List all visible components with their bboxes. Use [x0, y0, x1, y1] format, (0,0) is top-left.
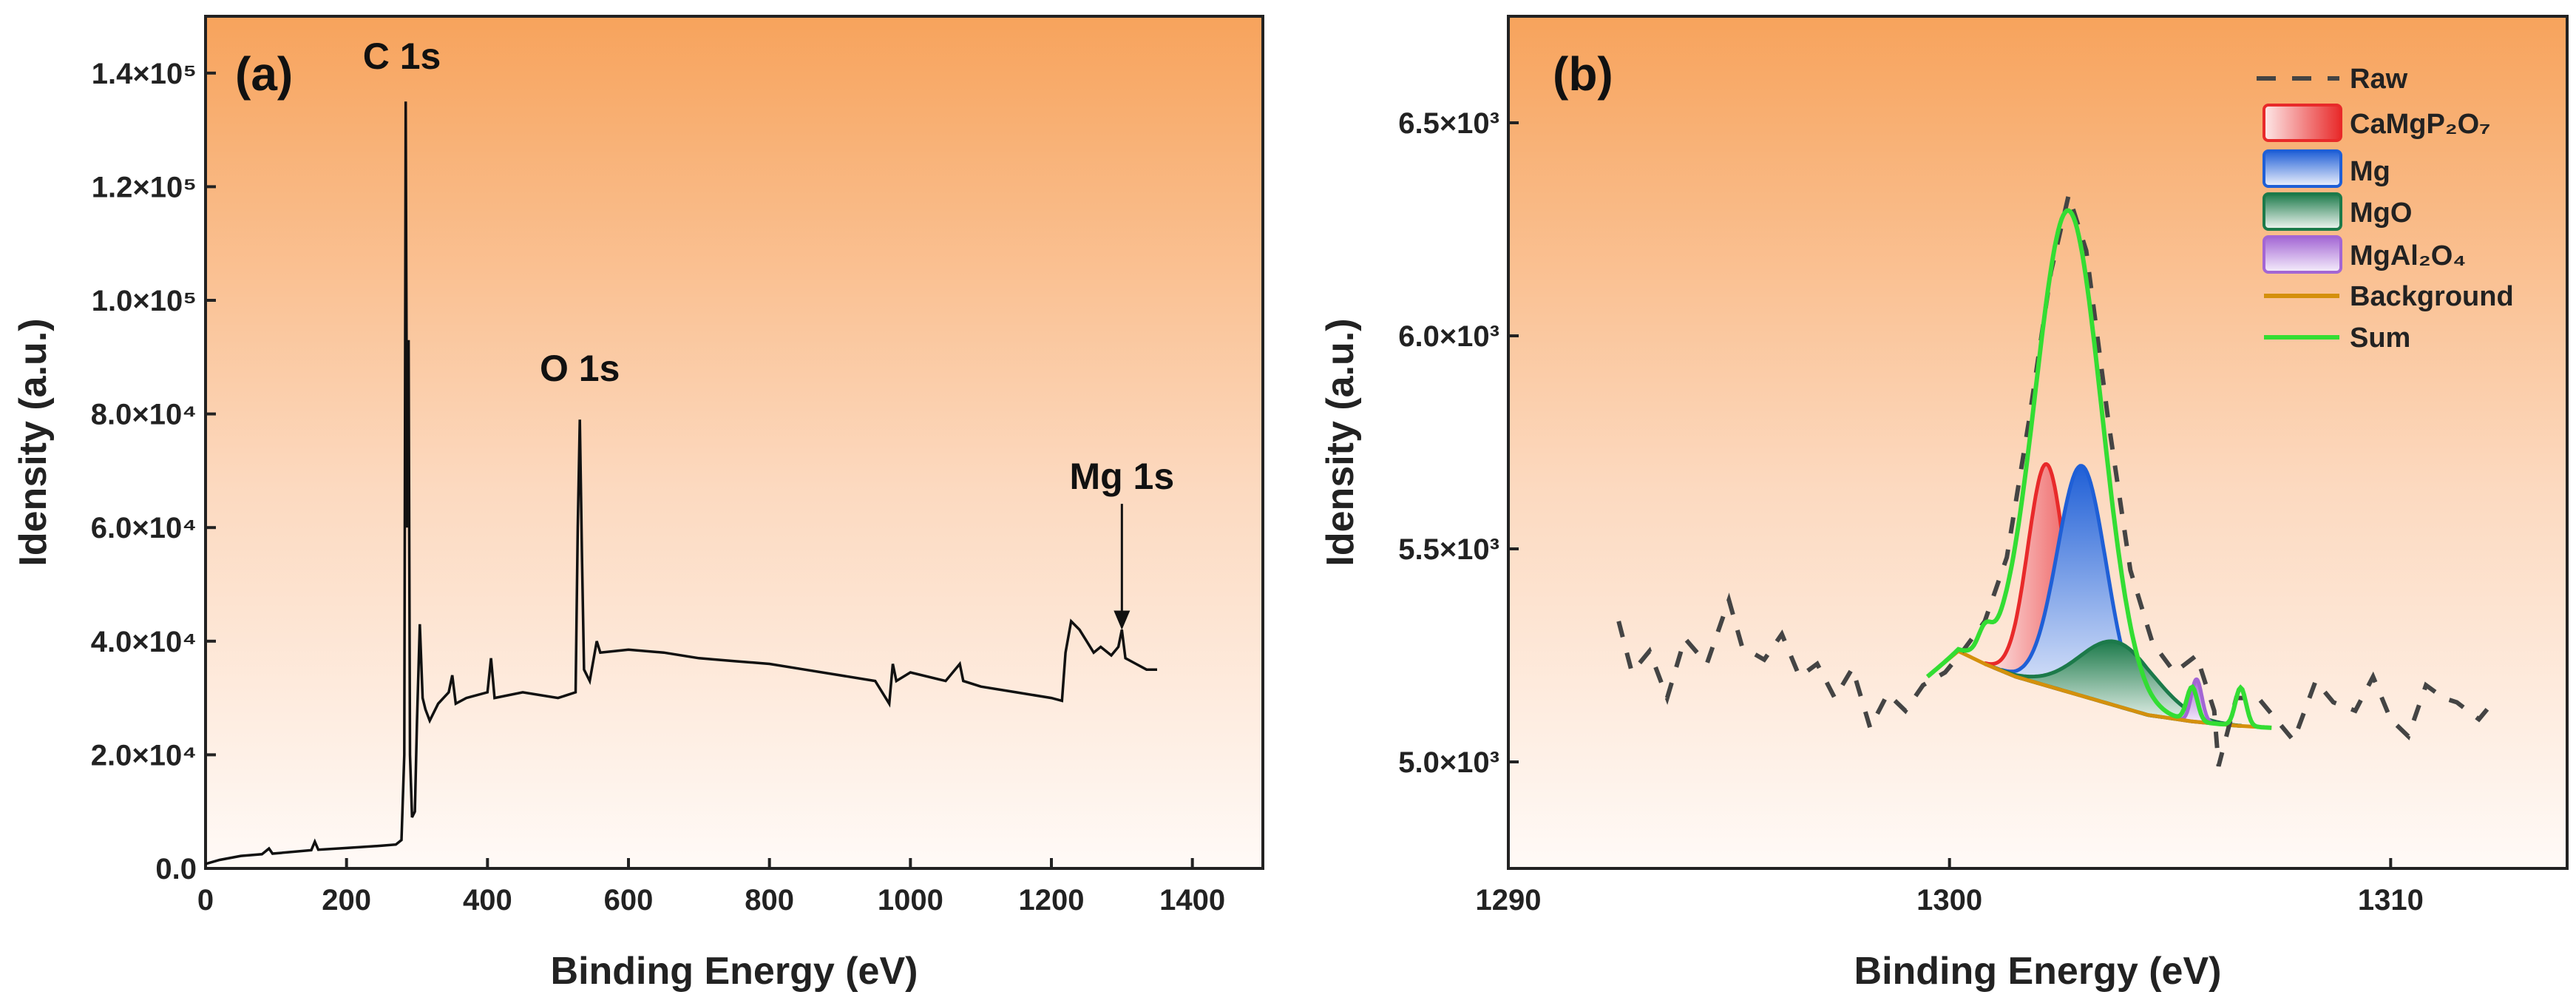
panel-b-y-tick-label: 5.5×10³: [1398, 533, 1499, 566]
legend-item-sum: Sum: [2264, 323, 2410, 354]
panel-b-x-tick-label: 1310: [2358, 884, 2424, 916]
legend-label-camgp2o7: CaMgP₂O₇: [2350, 109, 2490, 140]
panel-a-y-ticks: 0.0 2.0×10⁴ 4.0×10⁴ 6.0×10⁴ 8.0×10⁴ 1.0×10⁵ 1.…: [91, 58, 216, 885]
legend-item-mg: Mg: [2263, 149, 2390, 188]
panel-a-label: (a): [235, 47, 293, 101]
legend-item-mgal2o4: MgAl₂O₄: [2263, 235, 2466, 274]
annotation-c-1s: C 1s: [363, 36, 441, 77]
panel-a-x-tick-label: 1400: [1159, 884, 1225, 916]
panel-a-y-tick-label: 8.0×10⁴: [91, 399, 197, 431]
panel-a-y-tick-label: 6.0×10⁴: [91, 512, 197, 544]
legend-label-background: Background: [2350, 281, 2514, 312]
panel-a-survey-line: [205, 101, 1157, 865]
legend-swatch-mg: [2263, 149, 2342, 188]
panel-a-x-axis-label: Binding Energy (eV): [551, 950, 918, 993]
panel-a-x-tick-label: 200: [322, 884, 371, 916]
annotation-o-1s: O 1s: [540, 348, 620, 389]
panel-a-x-tick-label: 0: [197, 884, 214, 916]
panel-a-x-tick-label: 1200: [1019, 884, 1085, 916]
panel-a-y-tick-label: 4.0×10⁴: [91, 626, 197, 658]
panel-b-y-ticks: 5.0×10³ 5.5×10³ 6.0×10³ 6.5×10³: [1398, 107, 1519, 779]
panel-a-y-tick-label: 1.4×10⁵: [92, 58, 197, 90]
legend-swatch-mgal2o4: [2263, 235, 2342, 274]
panel-a-y-tick-label: 1.2×10⁵: [92, 171, 197, 203]
legend-swatch-mgo: [2263, 192, 2342, 231]
panel-a-y-tick-label: 2.0×10⁴: [91, 739, 197, 772]
sum-line: [1925, 208, 2272, 730]
panel-a-y-tick-label: 1.0×10⁵: [92, 285, 197, 317]
panel-a-y-tick-label: 0.0: [155, 853, 197, 885]
panel-b-x-tick-label: 1300: [1916, 884, 1982, 916]
legend-label-sum: Sum: [2350, 323, 2410, 354]
panel-b: 5.0×10³ 5.5×10³ 6.0×10³ 6.5×10³ 1290 1300 131…: [1319, 15, 2569, 993]
legend-label-raw: Raw: [2350, 64, 2408, 95]
panel-a-x-tick-label: 1000: [878, 884, 943, 916]
legend-swatch-camgp2o7: [2263, 104, 2342, 142]
legend-item-background: Background: [2264, 281, 2514, 312]
panel-b-y-tick-label: 5.0×10³: [1398, 746, 1499, 779]
legend-item-camgp2o7: CaMgP₂O₇: [2263, 104, 2490, 142]
panel-b-x-axis-label: Binding Energy (eV): [1854, 950, 2222, 993]
panel-a-y-axis-label: Idensity (a.u.): [12, 318, 55, 566]
panel-a-x-tick-label: 400: [463, 884, 512, 916]
legend-label-mgo: MgO: [2350, 198, 2412, 229]
panel-b-y-tick-label: 6.0×10³: [1398, 320, 1499, 353]
legend-item-mgo: MgO: [2263, 192, 2412, 231]
panel-a-x-tick-label: 800: [745, 884, 794, 916]
panel-b-series: [1616, 186, 2498, 767]
legend-label-mg: Mg: [2350, 156, 2390, 187]
legend: Raw CaMgP₂O₇ Mg MgO MgAl₂O₄ Background: [2257, 64, 2514, 354]
mg-1s-arrowhead: [1114, 610, 1131, 630]
legend-item-raw: Raw: [2257, 64, 2408, 95]
panel-b-x-tick-label: 1290: [1476, 884, 1542, 916]
panel-a-plot-area: [204, 15, 1264, 870]
panel-b-plot-area: [1507, 15, 2569, 870]
panel-a-x-tick-label: 600: [604, 884, 654, 916]
panel-b-label: (b): [1553, 47, 1613, 101]
legend-label-mgal2o4: MgAl₂O₄: [2350, 240, 2466, 271]
panel-a: 0.0 2.0×10⁴ 4.0×10⁴ 6.0×10⁴ 8.0×10⁴ 1.0×10⁵ 1.…: [12, 15, 1264, 993]
panel-a-x-ticks: 0 200 400 600 800 1000 1200 1400: [197, 858, 1225, 916]
panel-b-y-tick-label: 6.5×10³: [1398, 107, 1499, 140]
annotation-mg-1s: Mg 1s: [1069, 456, 1174, 497]
panel-b-y-axis-label: Idensity (a.u.): [1319, 318, 1362, 566]
panel-b-x-ticks: 1290 1300 1310: [1476, 858, 2424, 916]
